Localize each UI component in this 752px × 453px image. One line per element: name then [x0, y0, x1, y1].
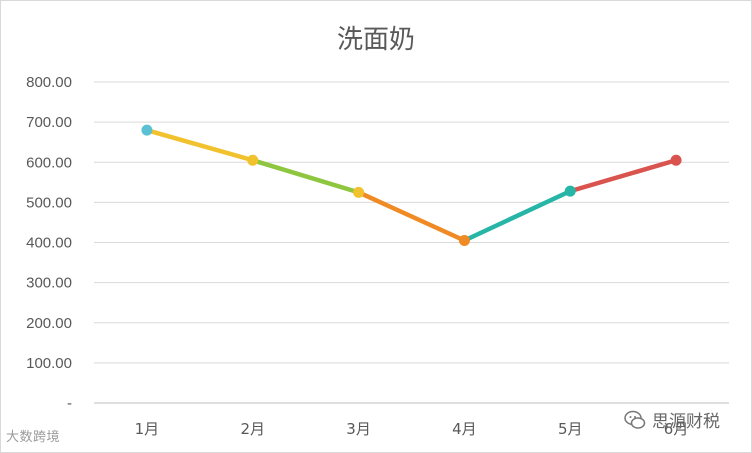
data-point	[247, 154, 259, 166]
data-point	[458, 234, 470, 246]
watermark-right-text: 思源财税	[652, 412, 720, 432]
y-tick-label: 700.00	[26, 114, 72, 131]
x-tick-label: 6月	[664, 420, 689, 438]
chart-title: 洗面奶	[337, 25, 415, 55]
y-tick-label: 300.00	[26, 275, 72, 292]
line-segment	[144, 127, 255, 163]
line-segment	[462, 188, 573, 243]
series-points	[141, 124, 682, 246]
y-tick-label: 500.00	[26, 194, 72, 211]
x-tick-label: 5月	[558, 420, 583, 438]
x-tick-label: 3月	[346, 420, 371, 438]
watermark-left: 大数跨境	[6, 426, 60, 445]
wechat-icon	[624, 410, 646, 429]
x-tick-label: 2月	[240, 420, 265, 438]
y-tick-label: 400.00	[26, 235, 72, 252]
x-tick-label: 1月	[135, 420, 160, 438]
y-tick-label: 200.00	[26, 315, 72, 332]
watermark-right: 思源财税	[624, 407, 720, 432]
watermark-left-text: 大数跨境	[6, 430, 61, 445]
line-segment	[356, 190, 467, 243]
data-point	[141, 124, 153, 136]
x-tick-label: 4月	[452, 420, 477, 438]
gridlines	[94, 81, 729, 404]
y-tick-label: 600.00	[26, 154, 72, 171]
line-segment	[250, 157, 361, 195]
y-axis-ticks: - 100.00 200.00 300.00 400.00 500.00 600.00 700…	[26, 74, 72, 412]
data-point	[353, 186, 365, 198]
y-tick-label: 100.00	[26, 355, 72, 372]
x-axis-ticks: 1月 2月 3月 4月 5月 6月	[135, 420, 689, 438]
data-point	[670, 154, 682, 166]
series-line	[144, 127, 679, 243]
y-tick-label: 800.00	[26, 74, 72, 91]
y-tick-label: -	[67, 395, 72, 412]
data-point	[564, 185, 576, 197]
line-segment	[568, 157, 679, 194]
